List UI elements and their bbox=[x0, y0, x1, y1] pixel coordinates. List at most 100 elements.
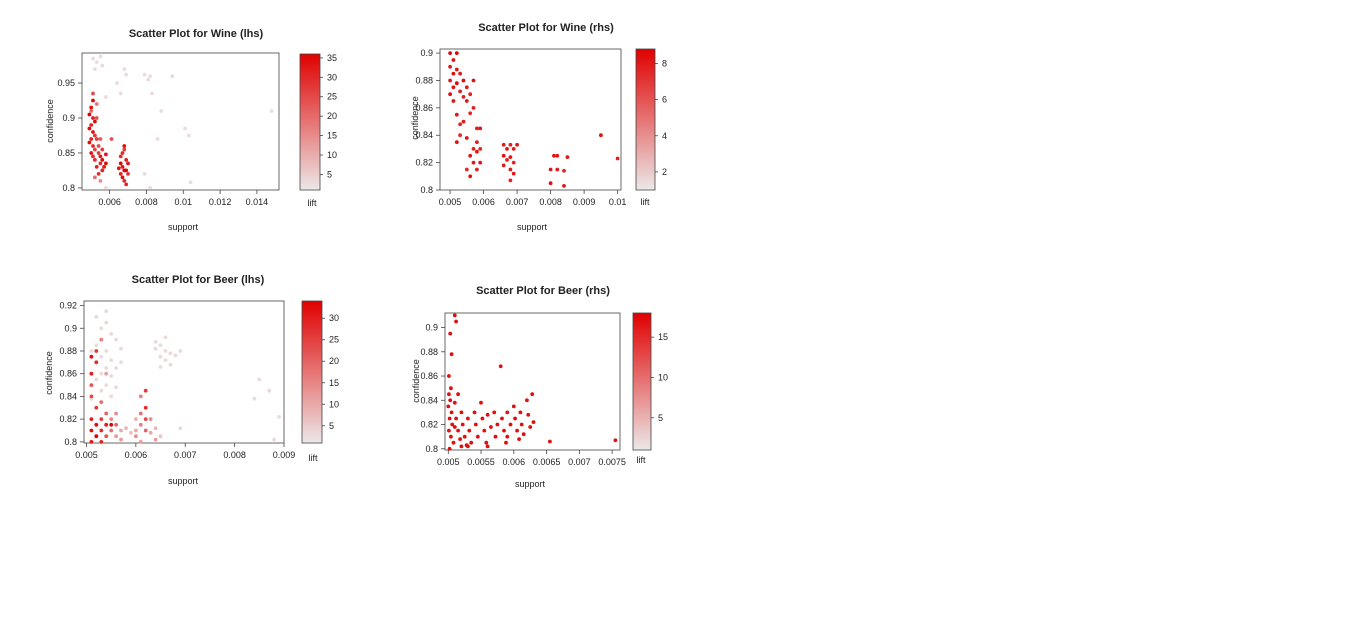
data-point bbox=[94, 315, 99, 319]
x-tick-label: 0.006 bbox=[125, 450, 148, 460]
data-point bbox=[94, 422, 99, 427]
data-point bbox=[150, 91, 154, 96]
data-point bbox=[493, 434, 498, 439]
data-point bbox=[138, 411, 143, 416]
data-point bbox=[93, 133, 97, 138]
data-point bbox=[122, 179, 127, 183]
data-point bbox=[89, 151, 94, 155]
y-tick-label: 0.95 bbox=[57, 78, 75, 88]
data-point bbox=[461, 95, 466, 99]
data-point bbox=[94, 434, 99, 439]
data-point bbox=[94, 349, 99, 353]
x-axis-label: support bbox=[168, 222, 199, 232]
data-point bbox=[461, 78, 466, 83]
plot-frame bbox=[81, 52, 280, 191]
data-point bbox=[94, 343, 99, 348]
data-point bbox=[511, 171, 516, 176]
data-point bbox=[120, 151, 125, 155]
data-point bbox=[508, 422, 513, 427]
data-point bbox=[448, 78, 452, 83]
legend-tick-label: 2 bbox=[662, 167, 667, 177]
data-point bbox=[464, 99, 469, 103]
data-point bbox=[475, 140, 479, 145]
x-tick-label: 0.007 bbox=[506, 197, 529, 207]
legend-tick-label: 15 bbox=[329, 378, 339, 388]
data-point bbox=[89, 417, 94, 421]
data-point bbox=[508, 178, 513, 183]
data-point bbox=[89, 105, 94, 110]
data-point bbox=[98, 179, 103, 183]
data-point bbox=[504, 440, 508, 445]
data-point bbox=[143, 388, 148, 393]
x-tick-label: 0.0055 bbox=[467, 457, 495, 467]
data-point bbox=[124, 182, 129, 187]
data-point bbox=[480, 416, 485, 421]
data-point bbox=[454, 416, 458, 421]
data-point bbox=[464, 85, 469, 90]
data-point bbox=[91, 116, 95, 120]
data-point bbox=[89, 354, 94, 359]
data-point bbox=[89, 394, 94, 399]
data-point bbox=[548, 167, 553, 172]
data-point bbox=[109, 332, 114, 336]
y-tick-label: 0.82 bbox=[420, 420, 438, 430]
x-tick-label: 0.006 bbox=[98, 197, 121, 207]
data-point bbox=[153, 437, 158, 442]
x-tick-label: 0.006 bbox=[472, 197, 495, 207]
x-tick-label: 0.0075 bbox=[598, 457, 626, 467]
data-point bbox=[94, 116, 99, 120]
data-point bbox=[91, 144, 95, 148]
y-tick-label: 0.88 bbox=[59, 346, 77, 356]
legend-tick-label: 5 bbox=[327, 169, 332, 179]
y-tick-label: 0.84 bbox=[415, 130, 433, 140]
chart-title: Scatter Plot for Wine (rhs) bbox=[478, 22, 614, 34]
x-tick-label: 0.008 bbox=[539, 197, 562, 207]
legend-color-bar bbox=[635, 48, 656, 191]
legend-tick-label: 25 bbox=[327, 92, 337, 102]
data-point bbox=[447, 374, 451, 378]
data-point bbox=[530, 392, 535, 397]
data-point bbox=[98, 154, 103, 159]
data-point bbox=[449, 410, 454, 415]
plot-frame bbox=[444, 312, 621, 451]
data-point bbox=[98, 54, 103, 59]
data-point bbox=[501, 142, 506, 147]
data-point bbox=[109, 374, 114, 378]
legend-label: lift bbox=[637, 455, 646, 465]
data-point bbox=[93, 175, 97, 180]
data-point bbox=[94, 102, 99, 106]
x-tick-label: 0.014 bbox=[246, 197, 269, 207]
data-point bbox=[450, 422, 455, 427]
y-tick-label: 0.88 bbox=[420, 347, 438, 357]
data-point bbox=[562, 184, 566, 188]
data-point bbox=[451, 71, 456, 76]
legend-tick-label: 15 bbox=[327, 131, 337, 141]
data-point bbox=[451, 440, 456, 445]
data-point bbox=[505, 434, 510, 439]
legend-tick-label: 10 bbox=[327, 150, 337, 160]
data-point bbox=[451, 99, 456, 103]
y-tick-label: 0.9 bbox=[425, 323, 438, 333]
data-point bbox=[518, 410, 523, 415]
data-point bbox=[485, 412, 490, 417]
data-point bbox=[109, 422, 114, 427]
data-point bbox=[448, 64, 452, 69]
data-point bbox=[119, 437, 123, 442]
data-point bbox=[158, 365, 163, 369]
data-point bbox=[446, 404, 451, 409]
data-point bbox=[475, 126, 479, 131]
data-point bbox=[257, 377, 262, 382]
legend-color-bar bbox=[299, 53, 321, 191]
data-point bbox=[511, 160, 516, 165]
data-point bbox=[93, 67, 97, 71]
data-point bbox=[116, 166, 121, 171]
wine-lhs-scatter-chart: Scatter Plot for Wine (lhs) support conf… bbox=[45, 28, 337, 232]
data-point bbox=[447, 392, 451, 397]
y-tick-label: 0.9 bbox=[62, 113, 75, 123]
data-point bbox=[99, 428, 104, 433]
data-point bbox=[478, 126, 483, 131]
data-point bbox=[122, 67, 127, 71]
x-tick-label: 0.009 bbox=[273, 450, 296, 460]
x-tick-label: 0.005 bbox=[75, 450, 98, 460]
data-point bbox=[548, 439, 552, 444]
